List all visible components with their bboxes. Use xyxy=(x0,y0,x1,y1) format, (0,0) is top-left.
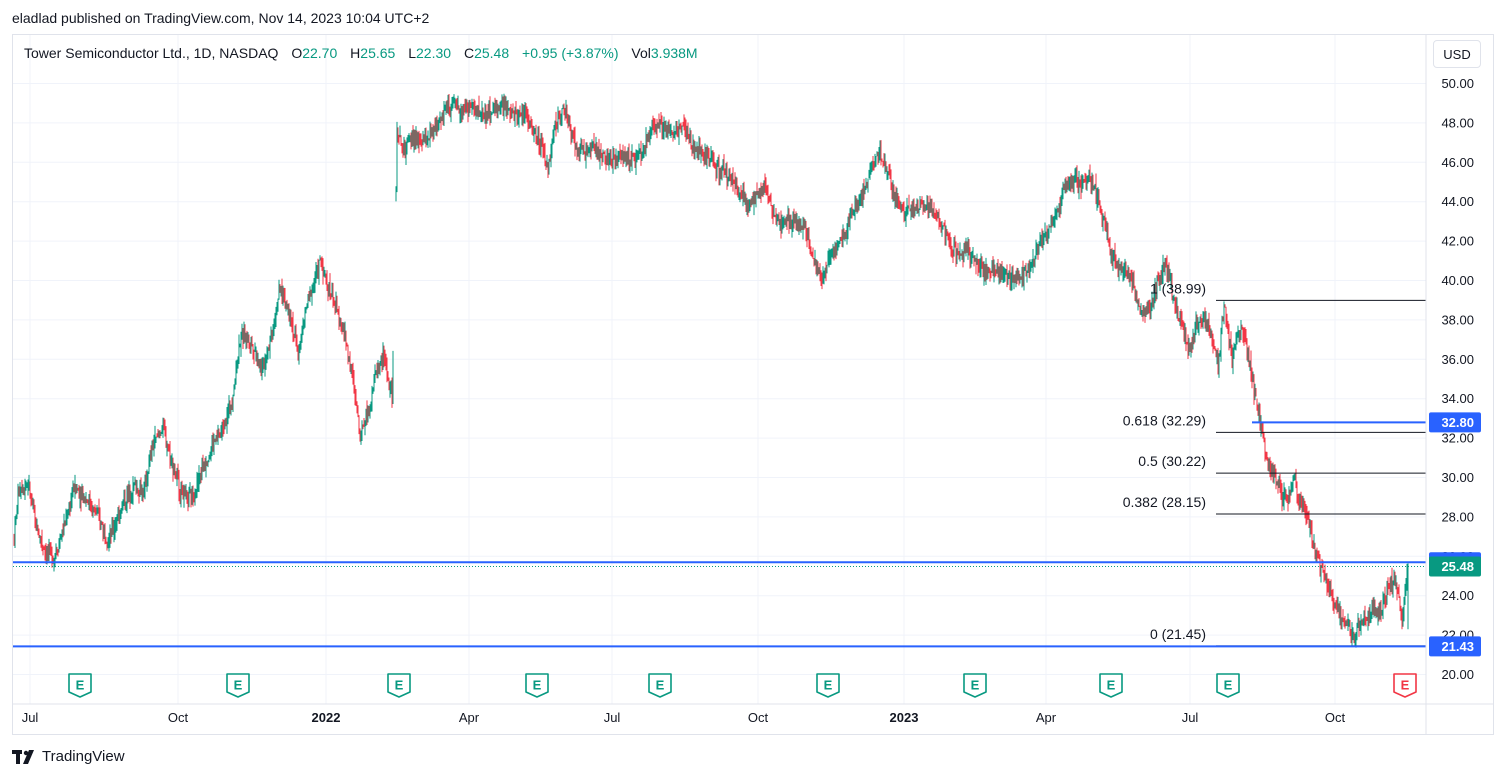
last-price-badge xyxy=(1429,556,1481,577)
legend-change: +0.95 (+3.87%) xyxy=(522,45,619,61)
earnings-marker-label: E xyxy=(76,678,85,693)
legend-low: 22.30 xyxy=(416,45,452,61)
legend-low-label: L xyxy=(408,45,417,61)
legend-close-label: C xyxy=(463,45,475,61)
legend-high: 25.65 xyxy=(360,45,396,61)
grid xyxy=(13,35,1426,704)
earnings-marker[interactable]: E xyxy=(1393,673,1417,698)
footer-brand: TradingView xyxy=(42,748,125,765)
level-price-badge xyxy=(1429,412,1481,433)
earnings-marker-shape xyxy=(387,673,411,698)
level-price-badge-text: 32.80 xyxy=(1441,415,1474,430)
price-tick-label: 32.00 xyxy=(1441,431,1474,446)
time-tick-label: 2023 xyxy=(890,710,919,725)
price-tick-label: 42.00 xyxy=(1441,234,1474,249)
earnings-marker[interactable]: E xyxy=(963,673,987,698)
earnings-marker[interactable]: E xyxy=(816,673,840,698)
last-price-badge-text: 25.48 xyxy=(1441,559,1474,574)
level-price-badge-text: 21.43 xyxy=(1441,639,1474,654)
legend-vol: 3.938M xyxy=(650,45,698,61)
earnings-marker-label: E xyxy=(656,678,665,693)
time-tick-label: Jul xyxy=(1182,710,1199,725)
earnings-marker[interactable]: E xyxy=(525,673,549,698)
earnings-marker-shape xyxy=(816,673,840,698)
time-tick-label: Apr xyxy=(1036,710,1057,725)
price-tick-label: 44.00 xyxy=(1441,194,1474,209)
earnings-marker-shape xyxy=(1216,673,1240,698)
fib-level-label: 1 (38.99) xyxy=(1150,280,1206,296)
earnings-marker-shape xyxy=(648,673,672,698)
legend-vol-label: Vol xyxy=(631,45,651,61)
time-tick-label: 2022 xyxy=(312,710,341,725)
time-axis: Jul Oct 2022 Apr Jul Oct 2023 Apr Jul Oct xyxy=(22,710,1346,725)
symbol-legend: Tower Semiconductor Ltd., 1D, NASDAQ O22… xyxy=(24,45,698,61)
level-price-badge xyxy=(1429,636,1481,657)
time-tick-label: Oct xyxy=(1325,710,1346,725)
earnings-marker-shape xyxy=(963,673,987,698)
earnings-marker-label: E xyxy=(824,678,833,693)
earnings-marker-label: E xyxy=(971,678,980,693)
earnings-marker-label: E xyxy=(395,678,404,693)
price-tick-label: 50.00 xyxy=(1441,76,1474,91)
chart-frame xyxy=(12,34,1494,735)
earnings-marker[interactable]: E xyxy=(68,673,92,698)
earnings-marker-label: E xyxy=(1107,678,1116,693)
earnings-marker-shape xyxy=(1393,673,1417,698)
currency-button[interactable]: USD xyxy=(1433,40,1481,68)
price-tick-label: 20.00 xyxy=(1441,667,1474,682)
price-tick-label: 40.00 xyxy=(1441,273,1474,288)
earnings-marker[interactable]: E xyxy=(226,673,250,698)
legend-open: 22.70 xyxy=(302,45,338,61)
time-tick-label: Apr xyxy=(459,710,480,725)
legend-symbol: Tower Semiconductor Ltd., 1D, NASDAQ xyxy=(24,45,279,61)
earnings-marker-shape xyxy=(68,673,92,698)
price-tick-label: 30.00 xyxy=(1441,470,1474,485)
time-tick-label: Jul xyxy=(604,710,621,725)
fibonacci-retracement: 1 (38.99) 0.618 (32.29) 0.5 (30.22) 0.382 (… xyxy=(1123,280,1426,647)
earnings-marker[interactable]: E xyxy=(1099,673,1123,698)
fib-level-label: 0.5 (30.22) xyxy=(1138,453,1206,469)
earnings-marker-label: E xyxy=(1224,678,1233,693)
legend-high-label: H xyxy=(350,45,361,61)
earnings-marker[interactable]: E xyxy=(648,673,672,698)
price-axis: 20.0022.0024.0026.0028.0030.0032.0034.00… xyxy=(1441,76,1474,682)
earnings-marker-shape xyxy=(1099,673,1123,698)
price-tick-label: 38.00 xyxy=(1441,312,1474,327)
earnings-marker-shape xyxy=(226,673,250,698)
legend-open-label: O xyxy=(291,45,303,61)
time-tick-label: Oct xyxy=(168,710,189,725)
price-tick-label: 24.00 xyxy=(1441,588,1474,603)
earnings-marker-label: E xyxy=(1401,678,1410,693)
time-tick-label: Jul xyxy=(22,710,39,725)
earnings-marker[interactable]: E xyxy=(1216,673,1240,698)
price-tick-label: 28.00 xyxy=(1441,509,1474,524)
price-tick-label: 34.00 xyxy=(1441,391,1474,406)
legend-close: 25.48 xyxy=(474,45,510,61)
tradingview-logo[interactable]: TradingView xyxy=(12,748,125,765)
tradingview-logo-icon xyxy=(12,749,34,764)
fib-level-label: 0.382 (28.15) xyxy=(1123,494,1206,510)
publish-line: eladlad published on TradingView.com, No… xyxy=(12,10,430,26)
horizontal-levels xyxy=(13,421,1426,648)
time-tick-label: Oct xyxy=(748,710,769,725)
price-tick-label: 48.00 xyxy=(1441,115,1474,130)
fib-level-label: 0.618 (32.29) xyxy=(1123,412,1206,428)
price-tick-label: 46.00 xyxy=(1441,155,1474,170)
fib-level-label: 0 (21.45) xyxy=(1150,626,1206,642)
candles xyxy=(13,93,1409,648)
earnings-marker-label: E xyxy=(234,678,243,693)
earnings-marker[interactable]: E xyxy=(387,673,411,698)
earnings-marker-label: E xyxy=(533,678,542,693)
earnings-marker-shape xyxy=(525,673,549,698)
price-tick-label: 36.00 xyxy=(1441,352,1474,367)
